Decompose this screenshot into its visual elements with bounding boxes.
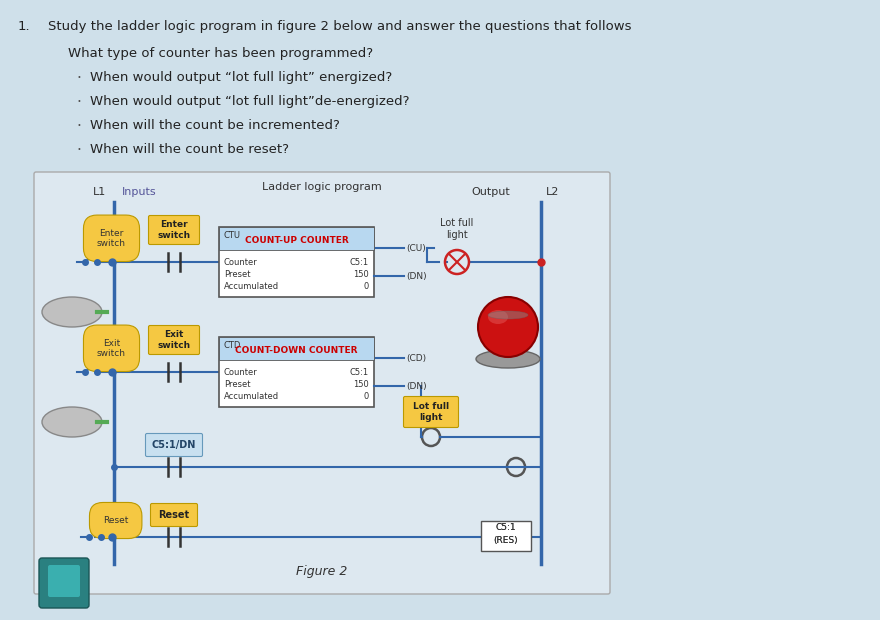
Text: CTU: CTU [224,231,241,240]
Text: Lot full
light: Lot full light [440,218,473,240]
Text: 150: 150 [353,379,369,389]
Text: ·: · [76,119,81,134]
Text: Counter: Counter [224,368,258,376]
Text: Study the ladder logic program in figure 2 below and answer the questions that f: Study the ladder logic program in figure… [48,20,632,33]
Text: L1: L1 [92,187,106,197]
Text: CTD: CTD [224,341,241,350]
Text: C5:1: C5:1 [495,523,517,533]
Text: Lot full
light: Lot full light [413,402,449,422]
FancyBboxPatch shape [149,216,200,244]
Text: When would output “lot full light” energized?: When would output “lot full light” energ… [90,71,392,84]
Text: C5:1: C5:1 [350,257,369,267]
Ellipse shape [476,350,540,368]
Text: Accumulated: Accumulated [224,392,279,401]
Text: (CD): (CD) [406,353,426,363]
Text: 1.: 1. [18,20,31,33]
Text: 0: 0 [363,392,369,401]
Text: Ladder logic program: Ladder logic program [262,182,382,192]
Text: Counter: Counter [224,257,258,267]
Text: ·: · [76,71,81,86]
Ellipse shape [488,310,508,324]
Ellipse shape [42,407,102,437]
Text: Enter
switch: Enter switch [97,229,126,248]
Text: Inputs: Inputs [122,187,157,197]
Text: Reset: Reset [103,516,128,525]
Text: Preset: Preset [224,270,251,278]
Text: (DN): (DN) [406,272,427,280]
FancyBboxPatch shape [404,397,458,428]
Ellipse shape [42,297,102,327]
FancyBboxPatch shape [219,227,374,250]
Text: 0: 0 [363,281,369,291]
FancyBboxPatch shape [39,558,89,608]
Text: (DN): (DN) [406,381,427,391]
Text: (RES): (RES) [494,536,518,544]
Text: Exit
switch: Exit switch [97,339,126,358]
Text: Enter
switch: Enter switch [158,220,191,240]
Text: (RES): (RES) [494,536,518,544]
Text: C5:1: C5:1 [495,523,517,533]
Text: Preset: Preset [224,379,251,389]
Text: L2: L2 [546,187,560,197]
Text: C5:1: C5:1 [350,368,369,376]
FancyBboxPatch shape [219,337,374,360]
FancyBboxPatch shape [34,172,610,594]
FancyBboxPatch shape [481,521,531,551]
Circle shape [478,297,538,357]
Text: Figure 2: Figure 2 [297,565,348,578]
Text: Output: Output [471,187,510,197]
FancyBboxPatch shape [219,227,374,297]
Text: Reset: Reset [158,510,189,520]
Ellipse shape [488,311,528,319]
FancyBboxPatch shape [48,565,80,597]
Text: ·: · [76,143,81,158]
Text: COUNT-DOWN COUNTER: COUNT-DOWN COUNTER [235,346,358,355]
FancyBboxPatch shape [150,503,197,526]
Text: 150: 150 [353,270,369,278]
Text: (CU): (CU) [406,244,426,252]
Text: What type of counter has been programmed?: What type of counter has been programmed… [68,47,373,60]
Text: When would output “lot full light”de-energized?: When would output “lot full light”de-ene… [90,95,409,108]
Text: Accumulated: Accumulated [224,281,279,291]
FancyBboxPatch shape [145,433,202,456]
Text: C5:1/DN: C5:1/DN [152,440,196,450]
Text: When will the count be reset?: When will the count be reset? [90,143,289,156]
Text: COUNT-UP COUNTER: COUNT-UP COUNTER [245,236,348,245]
FancyBboxPatch shape [149,326,200,355]
Text: When will the count be incremented?: When will the count be incremented? [90,119,340,132]
FancyBboxPatch shape [219,337,374,407]
Text: Exit
switch: Exit switch [158,330,191,350]
Text: ·: · [76,95,81,110]
